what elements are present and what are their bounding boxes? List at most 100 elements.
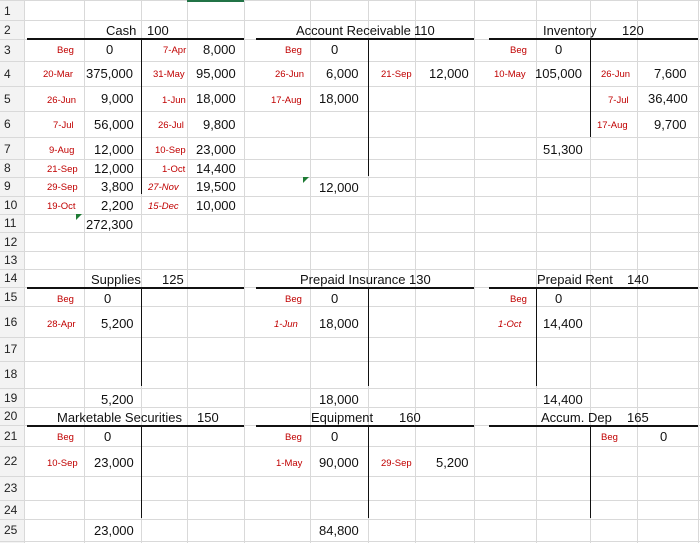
entry-amount[interactable]: 0 bbox=[555, 42, 563, 57]
entry-date[interactable]: 1-Oct bbox=[498, 319, 522, 330]
entry-date[interactable]: 26-Jul bbox=[158, 120, 184, 131]
entry-amount[interactable]: 18,000 bbox=[196, 91, 236, 106]
entry-amount[interactable]: 36,400 bbox=[648, 91, 688, 106]
entry-amount[interactable]: 14,400 bbox=[196, 161, 236, 176]
entry-date[interactable]: 28-Apr bbox=[47, 319, 76, 330]
row-number[interactable]: 14 bbox=[4, 271, 18, 285]
entry-date[interactable]: 1-Oct bbox=[162, 164, 186, 175]
t-account-balance[interactable]: 23,000 bbox=[94, 523, 134, 538]
entry-date[interactable]: 21-Sep bbox=[47, 164, 78, 175]
row-number[interactable]: 6 bbox=[4, 117, 11, 131]
entry-date[interactable]: 1-Jun bbox=[274, 319, 298, 330]
t-account-balance[interactable]: 51,300 bbox=[543, 142, 583, 157]
entry-date[interactable]: 17-Aug bbox=[597, 120, 628, 131]
entry-amount[interactable]: 56,000 bbox=[94, 117, 134, 132]
t-account-title[interactable]: Inventory bbox=[543, 23, 597, 38]
t-account-title[interactable]: Marketable Securities bbox=[57, 410, 182, 425]
entry-amount[interactable]: 8,000 bbox=[203, 42, 236, 57]
t-account-balance[interactable]: 14,400 bbox=[543, 392, 583, 407]
t-account-balance[interactable]: 272,300 bbox=[86, 217, 133, 232]
entry-date[interactable]: Beg bbox=[57, 432, 74, 443]
entry-amount[interactable]: 14,400 bbox=[543, 316, 583, 331]
entry-amount[interactable]: 95,000 bbox=[196, 66, 236, 81]
row-number[interactable]: 9 bbox=[4, 179, 11, 193]
entry-date[interactable]: 10-May bbox=[494, 69, 526, 80]
entry-amount[interactable]: 12,000 bbox=[94, 161, 134, 176]
t-account-code[interactable]: 165 bbox=[627, 410, 649, 425]
entry-amount[interactable]: 2,200 bbox=[101, 198, 134, 213]
entry-date[interactable]: 29-Sep bbox=[381, 458, 412, 469]
entry-amount[interactable]: 3,800 bbox=[101, 179, 134, 194]
entry-date[interactable]: 1-May bbox=[276, 458, 303, 469]
t-account-balance[interactable]: 5,200 bbox=[101, 392, 134, 407]
entry-amount[interactable]: 0 bbox=[104, 429, 112, 444]
entry-amount[interactable]: 12,000 bbox=[94, 142, 134, 157]
entry-amount[interactable]: 0 bbox=[331, 291, 339, 306]
entry-date[interactable]: 20-Mar bbox=[43, 69, 74, 80]
row-number[interactable]: 18 bbox=[4, 367, 18, 381]
entry-date[interactable]: Beg bbox=[601, 432, 618, 443]
t-account-code[interactable]: 130 bbox=[409, 272, 431, 287]
row-number[interactable]: 15 bbox=[4, 290, 18, 304]
entry-date[interactable]: 7-Jul bbox=[608, 95, 629, 106]
entry-amount[interactable]: 0 bbox=[331, 42, 339, 57]
row-number[interactable]: 5 bbox=[4, 92, 11, 106]
row-number[interactable]: 12 bbox=[4, 235, 18, 249]
entry-date[interactable]: Beg bbox=[285, 294, 302, 305]
row-number[interactable]: 1 bbox=[4, 4, 11, 18]
row-number[interactable]: 17 bbox=[4, 342, 18, 356]
entry-amount[interactable]: 9,800 bbox=[203, 117, 236, 132]
row-number[interactable]: 8 bbox=[4, 161, 11, 175]
row-number[interactable]: 4 bbox=[4, 67, 11, 81]
row-number[interactable]: 23 bbox=[4, 481, 18, 495]
entry-date[interactable]: 7-Jul bbox=[53, 120, 74, 131]
row-number[interactable]: 3 bbox=[4, 43, 11, 57]
entry-amount[interactable]: 6,000 bbox=[326, 66, 359, 81]
t-account-code[interactable]: 110 bbox=[414, 23, 435, 38]
t-account-code[interactable]: 140 bbox=[627, 272, 649, 287]
row-number[interactable]: 13 bbox=[4, 253, 18, 267]
entry-date[interactable]: 26-Jun bbox=[47, 95, 77, 106]
t-account-title[interactable]: Prepaid Rent bbox=[537, 272, 613, 287]
entry-amount[interactable]: 0 bbox=[331, 429, 339, 444]
entry-date[interactable]: Beg bbox=[510, 45, 527, 56]
row-number[interactable]: 11 bbox=[4, 216, 17, 230]
entry-date[interactable]: 7-Apr bbox=[163, 45, 187, 56]
entry-amount[interactable]: 9,000 bbox=[101, 91, 134, 106]
t-account-code[interactable]: 100 bbox=[147, 23, 169, 38]
row-number[interactable]: 21 bbox=[4, 429, 18, 443]
t-account-balance[interactable]: 84,800 bbox=[319, 523, 359, 538]
entry-date[interactable]: 15-Dec bbox=[148, 201, 179, 212]
entry-amount[interactable]: 375,000 bbox=[86, 66, 133, 81]
entry-date[interactable]: Beg bbox=[57, 45, 74, 56]
row-number[interactable]: 16 bbox=[4, 315, 18, 329]
entry-amount[interactable]: 5,200 bbox=[101, 316, 134, 331]
entry-amount[interactable]: 90,000 bbox=[319, 455, 359, 470]
entry-amount[interactable]: 18,000 bbox=[319, 316, 359, 331]
entry-date[interactable]: 26-Jun bbox=[601, 69, 631, 80]
entry-amount[interactable]: 23,000 bbox=[196, 142, 236, 157]
entry-amount[interactable]: 5,200 bbox=[436, 455, 469, 470]
entry-date[interactable]: Beg bbox=[285, 45, 302, 56]
t-account-title[interactable]: Supplies bbox=[91, 272, 141, 287]
row-number[interactable]: 20 bbox=[4, 409, 18, 423]
entry-date[interactable]: 29-Sep bbox=[47, 182, 78, 193]
entry-amount[interactable]: 12,000 bbox=[429, 66, 469, 81]
t-account-code[interactable]: 125 bbox=[162, 272, 184, 287]
t-account-code[interactable]: 160 bbox=[399, 410, 421, 425]
entry-date[interactable]: 9-Aug bbox=[49, 145, 75, 156]
entry-date[interactable]: 31-May bbox=[153, 69, 185, 80]
entry-date[interactable]: Beg bbox=[510, 294, 527, 305]
t-account-title[interactable]: Equipment bbox=[311, 410, 374, 425]
entry-date[interactable]: Beg bbox=[57, 294, 74, 305]
t-account-code[interactable]: 120 bbox=[622, 23, 644, 38]
entry-amount[interactable]: 0 bbox=[660, 429, 668, 444]
t-account-balance[interactable]: 12,000 bbox=[319, 180, 359, 195]
entry-amount[interactable]: 0 bbox=[104, 291, 112, 306]
entry-date[interactable]: 17-Aug bbox=[271, 95, 302, 106]
entry-amount[interactable]: 0 bbox=[555, 291, 563, 306]
entry-date[interactable]: 1-Jun bbox=[162, 95, 186, 106]
entry-date[interactable]: 26-Jun bbox=[275, 69, 305, 80]
entry-amount[interactable]: 23,000 bbox=[94, 455, 134, 470]
